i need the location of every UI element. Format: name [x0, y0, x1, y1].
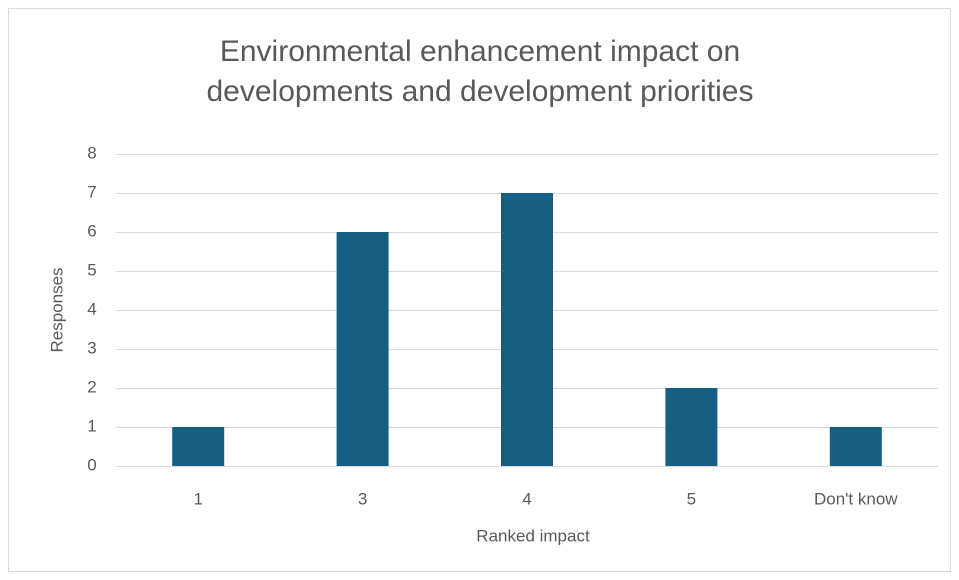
x-tick-label: 1 [193, 489, 202, 508]
bar [501, 193, 553, 466]
bar [172, 427, 225, 466]
x-tick-label: 3 [358, 489, 367, 508]
y-tick-label: 1 [87, 416, 96, 435]
y-tick-label: 8 [87, 143, 96, 162]
chart-frame [8, 8, 951, 572]
chart-title: Environmental enhancement impact on deve… [206, 35, 754, 108]
y-tick-label: 3 [87, 338, 96, 357]
y-tick-label: 4 [87, 299, 96, 318]
y-tick-label: 6 [87, 221, 96, 240]
y-tick-label: 0 [87, 455, 96, 474]
x-tick-label: 5 [687, 489, 696, 508]
x-axis-label: Ranked impact [476, 526, 590, 545]
y-axis-label: Responses [47, 267, 66, 352]
y-tick-label: 2 [87, 377, 96, 396]
x-tick-label: Don't know [814, 489, 898, 508]
bar [829, 427, 882, 466]
bar [336, 232, 389, 466]
y-tick-label: 5 [87, 260, 96, 279]
x-tick-label: 4 [522, 489, 531, 508]
bar [665, 388, 718, 466]
y-tick-label: 7 [87, 182, 96, 201]
